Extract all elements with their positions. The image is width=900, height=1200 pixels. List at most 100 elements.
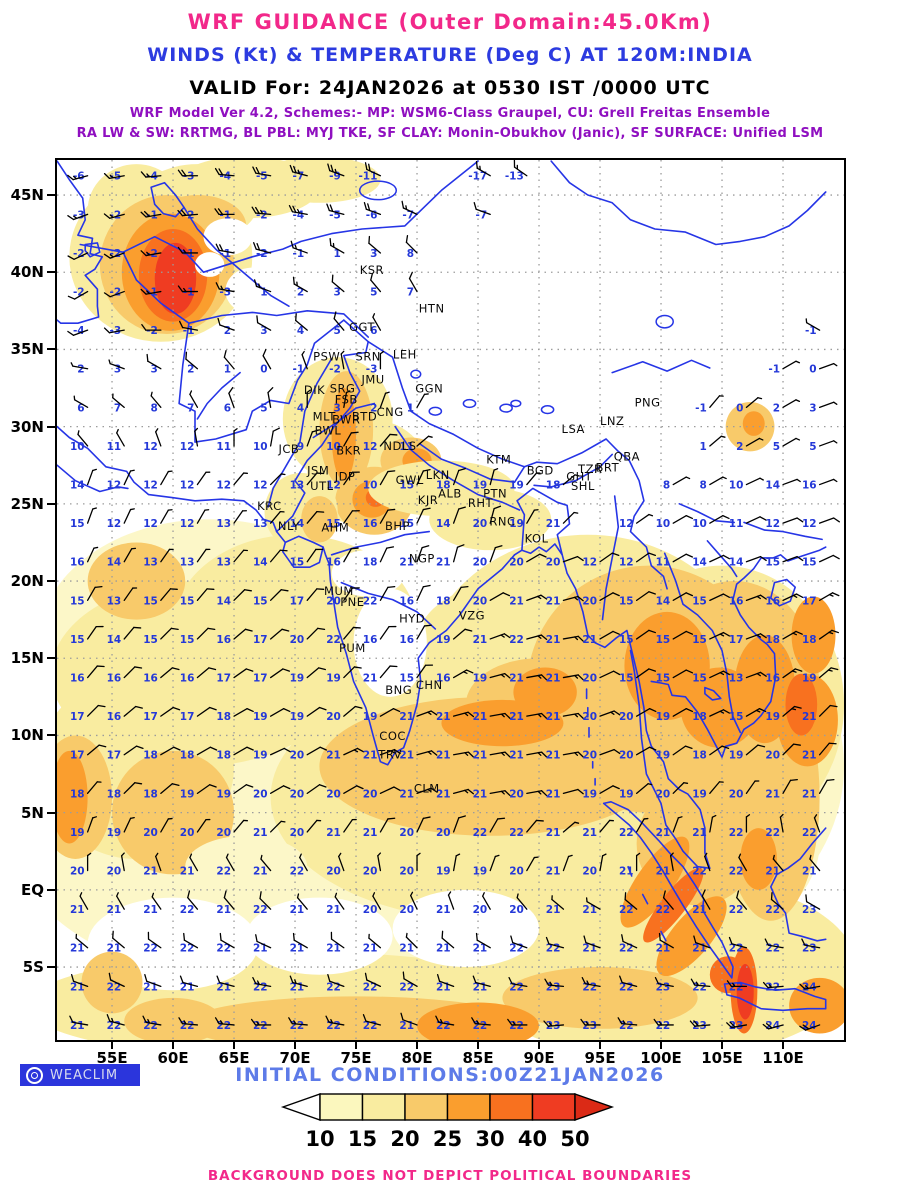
wind-barb [306, 706, 327, 717]
temperature-value: 16 [765, 595, 780, 607]
temperature-value: -7 [293, 171, 305, 183]
wind-barb [599, 785, 620, 794]
temperature-value: -2 [110, 248, 122, 260]
temperature-shading-blob [331, 550, 405, 597]
wind-barb [160, 470, 173, 486]
wind-barb [704, 852, 711, 872]
temperature-value: 15 [70, 518, 85, 530]
wind-barb [475, 160, 491, 177]
lon-tick [660, 1042, 663, 1049]
wind-barb [672, 707, 694, 717]
temperature-value: 19 [692, 788, 707, 800]
wind-barb [260, 854, 272, 872]
temperature-value: 19 [216, 788, 231, 800]
coastline [394, 425, 521, 511]
temperature-value: 6 [224, 402, 231, 414]
temperature-value: 12 [326, 480, 341, 492]
temperature-value: 5 [809, 441, 816, 453]
wind-barb [416, 664, 434, 679]
temperature-value: 16 [399, 595, 414, 607]
temperature-value: 16 [143, 673, 158, 685]
temperature-value: 22 [509, 827, 524, 839]
wind-barb [818, 440, 838, 447]
wind-barb [762, 1022, 784, 1030]
lon-tick-label: 100E [640, 1049, 682, 1067]
temperature-value: 21 [546, 827, 561, 839]
wind-barb [379, 391, 390, 408]
wind-barb [150, 391, 162, 408]
wind-barb [452, 788, 475, 795]
wind-barb [146, 353, 162, 370]
temperature-value: 20 [436, 827, 451, 839]
temperature-value: 21 [582, 634, 597, 646]
wind-barb [510, 935, 528, 949]
temperature-value: -2 [329, 364, 341, 376]
wind-barb [103, 252, 125, 259]
lat-tick [47, 502, 55, 505]
wind-barb [340, 350, 345, 370]
temperature-value: 20 [326, 711, 341, 723]
temperature-value: -4 [73, 325, 85, 337]
lon-tick [294, 1042, 297, 1049]
wind-barb [782, 778, 798, 794]
city-label: UTL [310, 479, 333, 493]
colorbar-tick-label: 40 [518, 1127, 547, 1151]
coastline [267, 357, 333, 508]
temperature-value: 22 [216, 866, 231, 878]
city-label: KOL [525, 531, 549, 545]
wind-barb [379, 817, 396, 833]
temperature-value: 15 [692, 673, 707, 685]
temperature-value: 22 [729, 827, 744, 839]
city-label: TRV [377, 748, 402, 762]
wind-barb [416, 787, 438, 794]
coastline [122, 251, 370, 338]
lat-tick [47, 734, 55, 737]
temperature-value: 13 [216, 518, 231, 530]
temperature-value: 22 [253, 904, 268, 916]
wind-barb [233, 472, 249, 486]
temperature-value: 22 [436, 1020, 451, 1032]
wind-barb [106, 1014, 125, 1026]
coastline [56, 160, 104, 324]
temperature-value: 21 [582, 827, 597, 839]
wind-barb [782, 630, 803, 640]
wind-barb [452, 544, 465, 563]
temperature-value: 18 [692, 750, 707, 762]
wind-barb [545, 936, 565, 949]
lat-tick-label: EQ [21, 880, 44, 899]
wind-barb [745, 437, 764, 447]
wind-barb [269, 511, 285, 524]
wind-barb [507, 1018, 528, 1026]
temperature-value: 8 [700, 480, 707, 492]
lon-tick-label: 90E [523, 1049, 555, 1067]
temperature-value: 2 [773, 402, 780, 414]
temperature-shading-blob [656, 896, 727, 977]
wind-barb [253, 279, 272, 293]
lon-tick [172, 1042, 175, 1049]
wind-barb [471, 1017, 491, 1026]
temperature-value: 2 [736, 441, 743, 453]
wind-barb [269, 707, 291, 717]
temperature-value: 22 [180, 904, 195, 916]
temperature-value: 21 [436, 557, 451, 569]
temperature-shading-blob [441, 699, 564, 747]
temperature-value: -3 [183, 171, 195, 183]
wind-barb [489, 854, 500, 872]
temperature-value: 16 [216, 634, 231, 646]
wind-barb [179, 320, 199, 331]
temperature-value: 18 [107, 788, 122, 800]
wind-barb [362, 1014, 382, 1026]
wind-barb [69, 1015, 89, 1026]
wind-barb [583, 935, 601, 949]
wind-barb [813, 814, 821, 833]
wind-barb [86, 852, 92, 872]
wind-barb [818, 778, 835, 794]
wind-barb [405, 932, 418, 949]
city-label: KRC [257, 499, 282, 513]
colorbar-segment [531, 1093, 576, 1121]
wind-barb [228, 386, 235, 408]
city-label: LKN [426, 468, 450, 482]
temperature-value: 16 [180, 673, 195, 685]
wind-barb [441, 930, 455, 949]
wind-barb [77, 430, 89, 447]
